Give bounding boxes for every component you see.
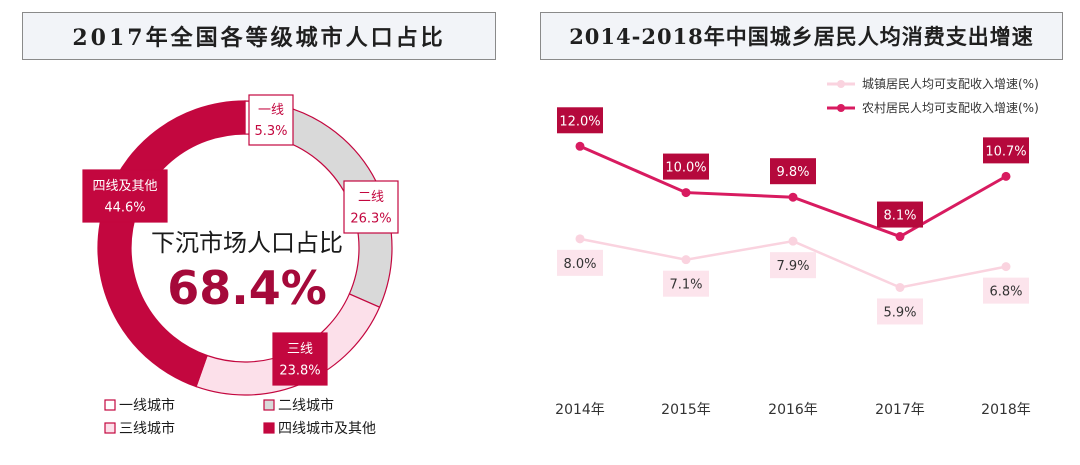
- pie-label-name-3: 三线: [287, 342, 313, 357]
- pie-label-box-2: [343, 180, 399, 234]
- pie-label-name-2: 二线: [358, 190, 384, 205]
- legend-label-4: 四线城市及其他: [278, 420, 376, 437]
- x-tick-label-2: 2015年: [661, 402, 711, 418]
- data-point-s1-5: [1001, 262, 1011, 272]
- data-label-s2-4: 8.1%: [883, 209, 916, 224]
- data-label-bg-s1-3: [770, 252, 816, 279]
- pie-label-name-1: 一线: [258, 103, 284, 118]
- legend-swatch-1: [104, 399, 116, 411]
- pie-label-box-1: [248, 94, 294, 146]
- pie-label-value-1: 5.3%: [254, 124, 287, 139]
- data-label-s2-3: 9.8%: [776, 165, 809, 180]
- data-label-bg-s1-2: [663, 270, 709, 297]
- data-point-s1-1: [575, 234, 585, 244]
- data-label-bg-s2-1: [557, 107, 603, 134]
- data-point-s2-5: [1001, 171, 1011, 181]
- data-label-bg-s2-3: [770, 158, 816, 185]
- center-percentage: 68.4%: [167, 261, 327, 315]
- line-chart-title: 2014-2018年中国城乡居民人均消费支出增速: [540, 12, 1063, 60]
- legend-label-1: 一线城市: [119, 397, 175, 414]
- data-point-s2-4: [895, 232, 905, 242]
- legend-swatch-4: [263, 422, 275, 434]
- line-legend-label-1: 城镇居民人均可支配收入增速(%): [862, 77, 1039, 91]
- data-point-s2-2: [681, 188, 691, 198]
- pie-label-value-4: 44.6%: [104, 201, 145, 216]
- x-tick-label-5: 2018年: [981, 402, 1031, 418]
- data-label-bg-s2-5: [983, 137, 1029, 164]
- data-label-s2-1: 12.0%: [559, 114, 600, 129]
- data-point-s1-2: [681, 255, 691, 265]
- pie-label-value-2: 26.3%: [350, 212, 391, 227]
- legend-swatch-2: [263, 399, 275, 411]
- center-caption: 下沉市场人口占比: [151, 229, 343, 257]
- line-legend-marker-2: [837, 104, 845, 112]
- data-label-bg-s2-4: [877, 201, 923, 228]
- data-label-s2-2: 10.0%: [665, 161, 706, 176]
- data-label-s1-1: 8.0%: [563, 257, 596, 272]
- pie-label-box-4: [82, 169, 168, 223]
- data-label-s1-5: 6.8%: [989, 285, 1022, 300]
- pie-label-name-4: 四线及其他: [92, 179, 157, 194]
- legend-label-2: 二线城市: [278, 397, 334, 414]
- data-label-s2-5: 10.7%: [985, 144, 1026, 159]
- legend-label-3: 三线城市: [119, 420, 175, 437]
- x-tick-label-3: 2016年: [768, 402, 818, 418]
- x-tick-label-1: 2014年: [555, 402, 605, 418]
- data-label-s1-2: 7.1%: [669, 278, 702, 293]
- data-point-s1-3: [788, 236, 798, 246]
- pie-chart-title: 2017年全国各等级城市人口占比: [22, 12, 496, 60]
- data-label-s1-3: 7.9%: [776, 259, 809, 274]
- data-label-bg-s1-5: [983, 277, 1029, 304]
- data-label-s1-4: 5.9%: [883, 305, 916, 320]
- line-legend-marker-1: [837, 80, 845, 88]
- pie-label-box-3: [272, 332, 328, 386]
- legend-swatch-3: [104, 422, 116, 434]
- data-label-bg-s1-4: [877, 298, 923, 325]
- x-tick-label-4: 2017年: [875, 402, 925, 418]
- data-label-bg-s2-2: [663, 153, 709, 180]
- line-legend-label-2: 农村居民人均可支配收入增速(%): [862, 101, 1039, 115]
- pie-label-value-3: 23.8%: [279, 364, 320, 379]
- data-point-s2-1: [575, 141, 585, 151]
- data-label-bg-s1-1: [557, 249, 603, 276]
- data-point-s2-3: [788, 192, 798, 202]
- data-point-s1-4: [895, 282, 905, 292]
